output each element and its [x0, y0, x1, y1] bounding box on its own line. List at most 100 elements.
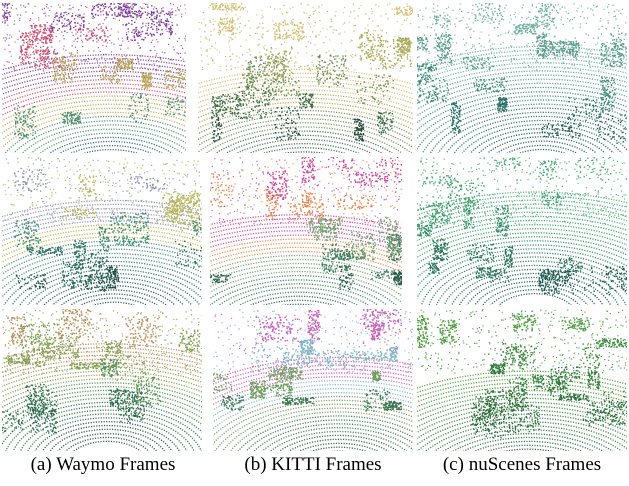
point-cluster	[489, 363, 506, 375]
point-cluster	[595, 338, 627, 348]
scan-ring	[82, 148, 139, 153]
point-cluster	[321, 243, 351, 273]
point-cluster	[513, 23, 538, 35]
scan-ring	[2, 58, 186, 76]
point-cluster	[113, 235, 150, 247]
scan-ring	[19, 268, 202, 305]
scan-ring	[417, 397, 627, 423]
point-cluster	[301, 157, 316, 184]
point-cluster	[386, 234, 402, 258]
point-cluster	[107, 265, 119, 289]
point-cluster	[417, 76, 449, 104]
point-cluster	[119, 390, 145, 424]
point-cluster	[488, 268, 510, 284]
point-cluster	[462, 56, 496, 70]
point-cluster	[104, 340, 122, 358]
point-cluster	[372, 370, 382, 382]
scan-ring	[417, 405, 627, 434]
scan-ring	[210, 279, 388, 305]
point-cluster	[531, 373, 566, 391]
point-cluster	[436, 34, 453, 64]
point-cluster	[178, 329, 201, 353]
point-cluster	[235, 86, 272, 120]
point-cluster	[605, 265, 627, 292]
point-cluster	[213, 373, 233, 394]
point-cluster	[125, 9, 155, 41]
point-cluster	[109, 388, 120, 407]
point-cluster	[192, 218, 202, 239]
point-cluster	[508, 376, 528, 411]
scan-ring	[486, 136, 598, 153]
scan-ring	[198, 89, 413, 110]
scan-ring	[198, 113, 413, 143]
scan-ring	[2, 248, 202, 282]
scan-ring	[417, 78, 627, 111]
point-cluster	[538, 160, 558, 180]
point-cluster	[19, 32, 31, 65]
scan-ring	[420, 252, 627, 305]
point-cluster	[211, 3, 245, 11]
point-cluster	[432, 238, 449, 261]
scan-ring	[92, 301, 136, 305]
scan-ring	[278, 434, 399, 451]
scan-ring	[198, 122, 413, 153]
scan-ring	[34, 421, 180, 451]
point-cluster	[539, 268, 572, 287]
scan-ring	[417, 70, 627, 99]
scan-ring	[474, 280, 596, 305]
point-cluster	[393, 271, 402, 286]
scan-ring	[237, 415, 413, 451]
point-cluster	[601, 390, 627, 425]
scan-ring	[35, 277, 193, 305]
scan-ring	[69, 293, 158, 305]
scan-ring	[30, 128, 186, 153]
point-cluster	[351, 231, 376, 261]
scan-ring	[417, 95, 627, 140]
scan-ring	[433, 425, 623, 451]
point-cluster	[221, 93, 240, 115]
scan-ring	[2, 362, 202, 383]
point-cluster	[134, 373, 162, 407]
scan-ring	[458, 272, 612, 305]
scan-ring	[5, 405, 202, 451]
scan-ring	[27, 417, 188, 451]
point-cluster	[497, 97, 508, 112]
scan-ring	[198, 118, 413, 149]
caption-kitti: (b) KITTI Frames	[244, 454, 382, 475]
point-cluster	[274, 107, 300, 141]
point-cluster	[446, 182, 485, 209]
lidar-panel-nuscenes-3	[417, 309, 627, 451]
scan-ring	[2, 208, 202, 227]
point-cluster	[211, 116, 223, 143]
point-cluster	[58, 318, 94, 340]
point-cluster	[164, 96, 186, 117]
scan-ring	[442, 429, 614, 451]
scan-ring	[261, 427, 413, 451]
point-cluster	[130, 176, 166, 192]
point-cluster	[417, 315, 430, 348]
scan-ring	[417, 382, 627, 403]
point-cluster	[431, 202, 453, 225]
point-cluster	[124, 316, 160, 348]
point-cluster	[61, 309, 92, 322]
point-cluster	[337, 195, 374, 211]
point-cluster	[502, 345, 538, 364]
point-cluster	[500, 343, 529, 370]
point-cluster	[422, 175, 459, 186]
scan-ring	[417, 211, 627, 236]
point-cluster	[15, 274, 48, 290]
scan-ring	[2, 74, 186, 95]
point-cluster	[163, 69, 186, 89]
point-cluster	[267, 366, 303, 380]
point-cluster	[494, 157, 521, 169]
point-cluster	[473, 406, 506, 439]
point-cluster	[475, 267, 494, 279]
scan-ring	[210, 262, 402, 291]
scan-ring	[498, 293, 572, 305]
scan-ring	[478, 132, 606, 153]
scan-ring	[417, 91, 627, 132]
scan-ring	[417, 82, 627, 117]
scan-ring	[2, 397, 202, 435]
point-cluster	[600, 76, 616, 111]
point-cluster	[13, 105, 37, 140]
